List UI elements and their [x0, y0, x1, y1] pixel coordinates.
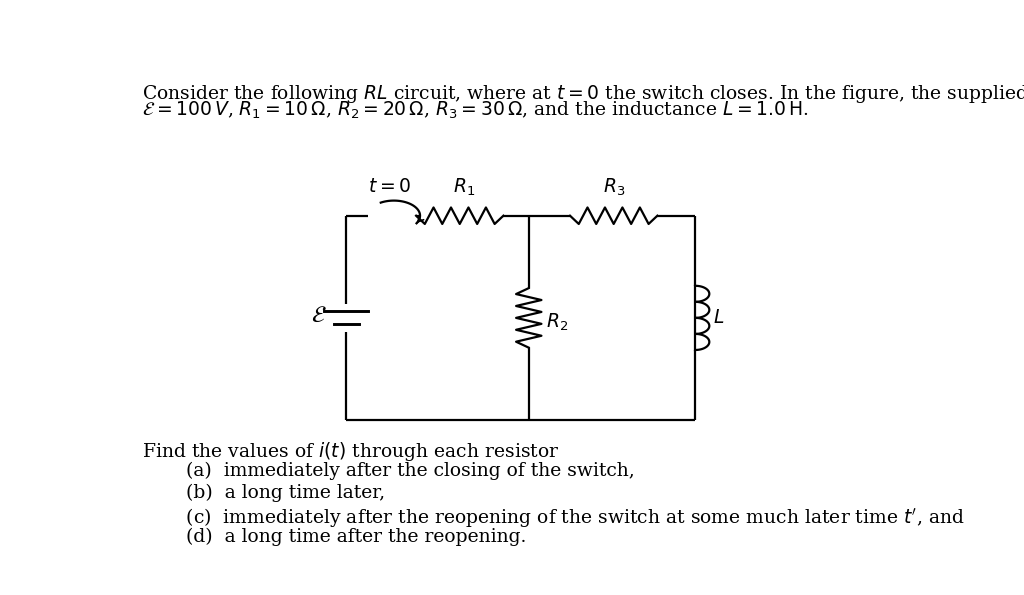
Text: $R_1$: $R_1$: [453, 177, 475, 198]
Text: $t = 0$: $t = 0$: [369, 178, 412, 196]
Text: Consider the following $\mathit{RL}$ circuit, where at $t = 0$ the switch closes: Consider the following $\mathit{RL}$ cir…: [142, 83, 1024, 105]
Text: (d)  a long time after the reopening.: (d) a long time after the reopening.: [162, 528, 526, 546]
Text: $R_2$: $R_2$: [546, 312, 568, 333]
Text: $\mathcal{E}$: $\mathcal{E}$: [310, 305, 327, 327]
Text: (c)  immediately after the reopening of the switch at some much later time $t'$,: (c) immediately after the reopening of t…: [162, 506, 965, 530]
Text: $L$: $L$: [713, 309, 724, 327]
Text: (a)  immediately after the closing of the switch,: (a) immediately after the closing of the…: [162, 462, 635, 480]
Text: $\mathcal{E} = 100\,V$, $R_1 = 10\,\Omega$, $R_2 = 20\,\Omega$, $R_3 = 30\,\Omeg: $\mathcal{E} = 100\,V$, $R_1 = 10\,\Omeg…: [142, 100, 809, 121]
Text: (b)  a long time later,: (b) a long time later,: [162, 484, 385, 502]
Text: $R_3$: $R_3$: [602, 177, 625, 198]
Text: Find the values of $i(t)$ through each resistor: Find the values of $i(t)$ through each r…: [142, 440, 560, 464]
